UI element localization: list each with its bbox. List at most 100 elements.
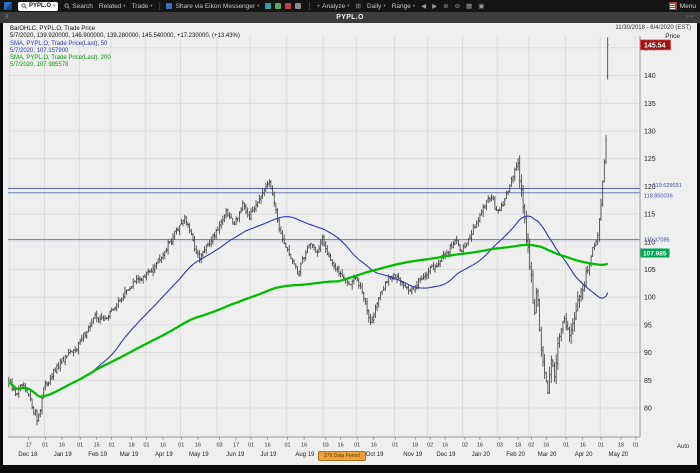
svg-text:01: 01 bbox=[633, 443, 639, 449]
chevron-down-icon: ▾ bbox=[53, 3, 56, 8]
app-icon[interactable] bbox=[275, 3, 282, 9]
layout-grid-icon[interactable]: ⊞ bbox=[355, 3, 361, 10]
legend-ohlc-values: 5/7/2020, 139.920000, 146.900000, 139.28… bbox=[10, 33, 240, 40]
annotation-value-label: 110.37085 bbox=[644, 238, 670, 244]
svg-text:01: 01 bbox=[143, 443, 149, 449]
menu-button[interactable]: Menu bbox=[668, 2, 696, 10]
legend-sma200-value: 5/7/2020, 107.985578 bbox=[10, 62, 69, 69]
y-axis[interactable]: 8085909510010511011512012513013514014511… bbox=[640, 39, 682, 413]
svg-text:15: 15 bbox=[94, 443, 100, 449]
search-icon bbox=[64, 3, 70, 9]
svg-text:01: 01 bbox=[598, 443, 604, 449]
top-toolbar: PYPL.O ▾ Search Related ▾ Trade ▾ Share vi… bbox=[0, 0, 700, 12]
price-chart[interactable]: 17 01 16 01 15 01 18 01 16 01 16 03 17 01 16 01 16 03 16 01… bbox=[3, 23, 697, 465]
svg-text:Feb 20: Feb 20 bbox=[506, 452, 525, 458]
app-shortcut-icons bbox=[265, 3, 303, 9]
interval-select[interactable]: Daily ▾ bbox=[366, 2, 386, 10]
app-icon[interactable] bbox=[295, 3, 302, 9]
svg-text:01: 01 bbox=[248, 443, 254, 449]
app-icon[interactable] bbox=[285, 3, 292, 9]
annotation-value-label: 118.850036 bbox=[644, 194, 673, 200]
svg-text:100: 100 bbox=[644, 295, 656, 302]
svg-text:17: 17 bbox=[233, 443, 239, 449]
chevron-down-icon: ▾ bbox=[257, 3, 260, 8]
titlebar-handle-icon[interactable]: ≡ bbox=[5, 13, 9, 20]
sma50-line bbox=[8, 215, 609, 398]
svg-text:01: 01 bbox=[178, 443, 184, 449]
svg-text:03: 03 bbox=[216, 443, 222, 449]
svg-text:16: 16 bbox=[265, 443, 271, 449]
app-logo-icon[interactable] bbox=[4, 2, 12, 10]
sma200-price-badge bbox=[640, 248, 670, 258]
svg-text:May 20: May 20 bbox=[609, 452, 629, 458]
legend-series-ohlc: BarOHLC, PYPL.O, Trade Price bbox=[10, 26, 96, 32]
chevron-down-icon: ▾ bbox=[123, 3, 126, 8]
menu-icon bbox=[668, 2, 677, 10]
chart-title: PYPL.O bbox=[336, 14, 364, 21]
x-scrollbar-thumb[interactable]: 379 Data Period bbox=[318, 451, 366, 461]
svg-text:18: 18 bbox=[618, 443, 624, 449]
svg-text:Jun 19: Jun 19 bbox=[226, 452, 245, 458]
svg-text:107.985: 107.985 bbox=[643, 250, 667, 257]
chevron-down-icon: ▾ bbox=[347, 3, 350, 8]
share-messenger-button[interactable]: Share via Eikon Messenger ▾ bbox=[165, 3, 260, 10]
trade-button[interactable]: Trade ▾ bbox=[131, 2, 153, 10]
svg-text:18: 18 bbox=[129, 443, 135, 449]
svg-text:105: 105 bbox=[644, 267, 656, 274]
axis-frame bbox=[8, 36, 641, 438]
svg-text:16: 16 bbox=[543, 443, 549, 449]
svg-text:Dec 18: Dec 18 bbox=[18, 452, 38, 458]
pan-right-icon[interactable]: ▶ bbox=[432, 3, 438, 10]
zoom-in-icon[interactable]: ⊕ bbox=[443, 3, 449, 10]
svg-text:Apr 19: Apr 19 bbox=[155, 452, 173, 458]
svg-text:17: 17 bbox=[26, 443, 32, 449]
range-select[interactable]: Range ▾ bbox=[391, 2, 416, 10]
svg-text:Mar 19: Mar 19 bbox=[120, 452, 139, 458]
svg-text:80: 80 bbox=[644, 406, 652, 413]
date-range-label: 11/30/2018 - 6/4/2020 (EST) bbox=[615, 25, 691, 31]
svg-text:01: 01 bbox=[42, 443, 48, 449]
svg-text:Dec 19: Dec 19 bbox=[436, 452, 456, 458]
chart-titlebar[interactable]: ≡ PYPL.O ▫▫ bbox=[0, 12, 700, 23]
gridlines bbox=[8, 36, 640, 437]
svg-text:125: 125 bbox=[644, 156, 656, 163]
pan-left-icon[interactable]: ◀ bbox=[421, 3, 427, 10]
zoom-out-icon[interactable]: ⊖ bbox=[454, 3, 461, 10]
svg-text:16: 16 bbox=[59, 443, 65, 449]
svg-text:130: 130 bbox=[644, 129, 656, 136]
search-button[interactable]: Search bbox=[64, 3, 93, 10]
annotation-value-label: 119.629031 bbox=[653, 183, 682, 189]
axis-auto-label[interactable]: Auto bbox=[677, 444, 690, 450]
svg-text:01: 01 bbox=[392, 443, 398, 449]
svg-text:01: 01 bbox=[77, 443, 83, 449]
symbol-search-input[interactable]: PYPL.O ▾ bbox=[18, 1, 59, 11]
svg-text:145.54: 145.54 bbox=[644, 43, 666, 50]
chevron-down-icon: ▾ bbox=[412, 3, 416, 8]
chart-area: 17 01 16 01 15 01 18 01 16 01 16 03 17 01 16 01 16 03 16 01… bbox=[3, 23, 697, 465]
messenger-icon bbox=[165, 3, 172, 9]
symbol-search-value: PYPL.O bbox=[29, 3, 52, 9]
svg-text:02: 02 bbox=[528, 443, 534, 449]
related-button[interactable]: Related ▾ bbox=[98, 2, 126, 10]
window-controls-icons[interactable]: ▫▫ bbox=[686, 13, 695, 20]
svg-text:Oct 19: Oct 19 bbox=[366, 452, 384, 458]
analyze-button[interactable]: + Analyze ▾ bbox=[316, 2, 350, 10]
last-price-badge bbox=[640, 39, 671, 51]
svg-text:95: 95 bbox=[644, 322, 652, 329]
svg-text:Jul 19: Jul 19 bbox=[260, 452, 277, 458]
svg-text:90: 90 bbox=[644, 350, 652, 357]
svg-text:Feb 19: Feb 19 bbox=[88, 452, 107, 458]
chart-type-icon[interactable]: ▦ bbox=[466, 3, 473, 10]
svg-text:85: 85 bbox=[644, 378, 652, 385]
svg-text:16: 16 bbox=[442, 443, 448, 449]
svg-text:110: 110 bbox=[644, 239, 655, 246]
snapshot-icon[interactable]: ▣ bbox=[478, 3, 485, 10]
svg-text:Jan 19: Jan 19 bbox=[54, 452, 73, 458]
sma200-line bbox=[8, 243, 609, 398]
svg-text:135: 135 bbox=[644, 101, 656, 108]
toolbar-divider bbox=[309, 2, 311, 10]
svg-text:120: 120 bbox=[644, 184, 656, 191]
svg-text:02: 02 bbox=[462, 443, 468, 449]
app-icon[interactable] bbox=[265, 3, 272, 9]
